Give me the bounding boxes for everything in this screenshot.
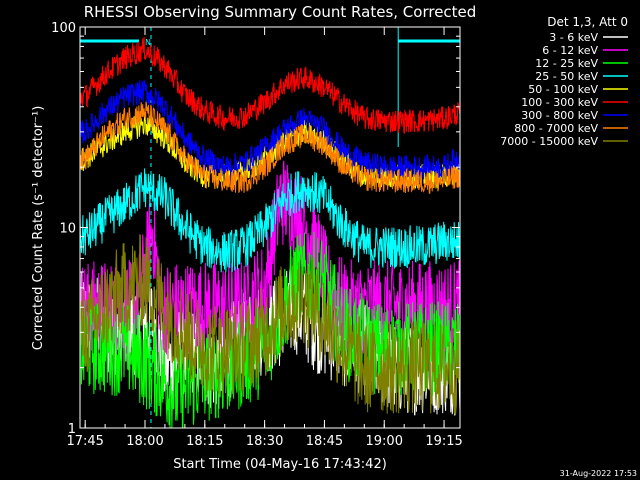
timestamp: 31-Aug-2022 17:53: [560, 469, 637, 478]
x-tick-label-6: 19:15: [425, 434, 462, 449]
legend-label-1: 6 - 12 keV: [542, 44, 598, 57]
x-axis-label: Start Time (04-May-16 17:43:42): [173, 457, 387, 472]
y-axis-label: Corrected Count Rate (s⁻¹ detector⁻¹): [31, 106, 46, 351]
legend-label-6: 300 - 800 keV: [521, 109, 598, 122]
legend-title: Det 1,3, Att 0: [547, 15, 628, 29]
legend-label-5: 100 - 300 keV: [521, 96, 598, 109]
y-tick-label-1: 10: [59, 222, 76, 237]
y-tick-label-2: 100: [51, 21, 76, 36]
y-tick-label-0: 1: [68, 422, 76, 437]
legend-label-8: 7000 - 15000 keV: [500, 135, 598, 148]
series-line-3: [79, 168, 461, 273]
x-tick-label-4: 18:45: [306, 434, 343, 449]
series-line-8: [79, 234, 461, 415]
annotation-n: N: [145, 38, 151, 47]
chart-title: RHESSI Observing Summary Count Rates, Co…: [84, 3, 477, 21]
x-tick-label-3: 18:30: [246, 434, 283, 449]
legend-label-0: 3 - 6 keV: [549, 31, 598, 44]
x-tick-label-0: 17:45: [66, 434, 103, 449]
legend-label-2: 12 - 25 keV: [535, 57, 598, 70]
legend-label-3: 25 - 50 keV: [535, 70, 598, 83]
x-tick-label-5: 19:00: [366, 434, 403, 449]
x-tick-label-2: 18:15: [186, 434, 223, 449]
series-line-6: [79, 79, 461, 180]
legend-label-7: 800 - 7000 keV: [514, 122, 598, 135]
series-line-7: [79, 101, 461, 195]
legend-label-4: 50 - 100 keV: [528, 83, 598, 96]
x-tick-label-1: 18:00: [126, 434, 163, 449]
series-line-5: [79, 36, 461, 135]
axes-layer: 17:45 18:00 18:15 18:30 18:45 19:00 19:15 1 10 10…: [51, 21, 463, 449]
series-layer: [79, 36, 461, 429]
